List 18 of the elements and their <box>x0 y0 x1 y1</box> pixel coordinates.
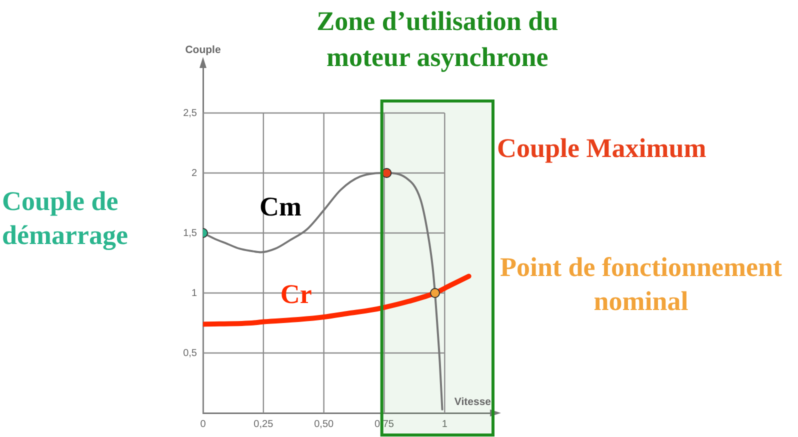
text: Couple Maximum <box>497 132 707 163</box>
annotation: Couple de démarrage <box>2 186 128 250</box>
x-tick-label: 0,25 <box>254 418 274 430</box>
y-tick-label: 0,5 <box>183 348 198 359</box>
x-tick-label: 0,50 <box>314 418 334 430</box>
band-label: Zone d’utilisation du moteur asynchrone <box>316 6 558 72</box>
y-tick-label: 2,5 <box>183 108 198 119</box>
x-axis-title: Vitesse <box>454 396 492 408</box>
y-tick-label: 2 <box>191 168 198 179</box>
annotation: Point de fonctionnement nominal <box>500 252 782 316</box>
y-tick-label: 1,5 <box>183 228 198 239</box>
series-label: Cm <box>260 192 302 222</box>
y-axis-title: Couple <box>185 44 221 56</box>
x-tick-label: 1 <box>442 418 448 430</box>
x-tick-label: 0 <box>200 418 206 430</box>
point <box>430 288 440 298</box>
y-tick-label: 1 <box>191 288 198 299</box>
series-label: Cr <box>280 278 312 309</box>
